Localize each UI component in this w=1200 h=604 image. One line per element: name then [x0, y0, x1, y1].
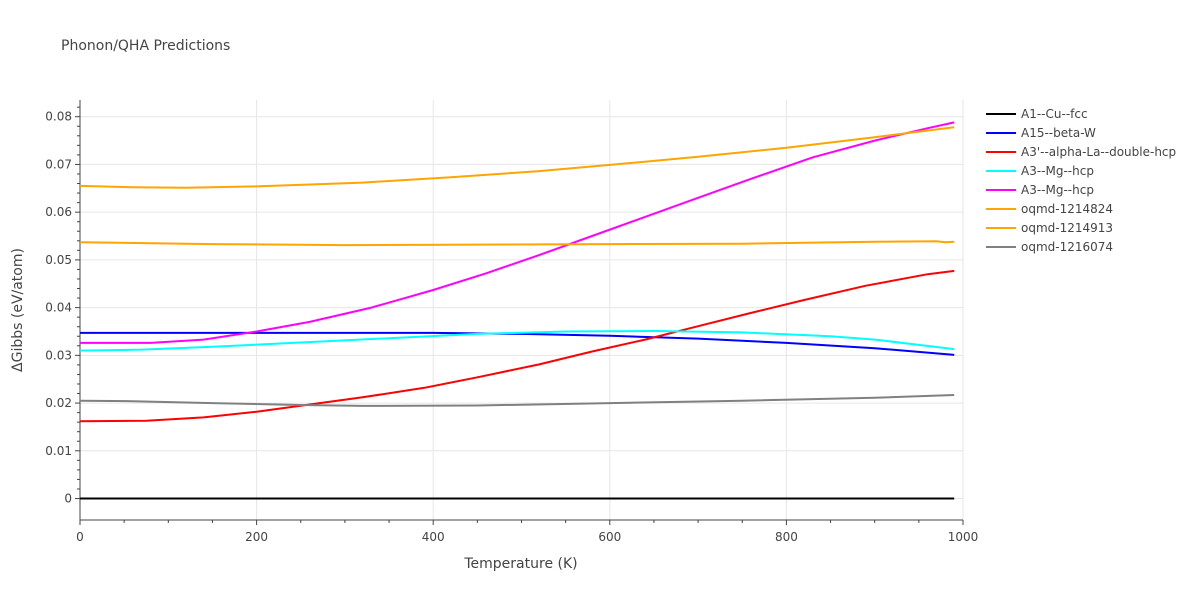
y-tick-label: 0.01	[45, 444, 72, 458]
axes: 0 200 400 600 800 1000 0 0.01 0.02 0.03 0.04 0.05 0.…	[45, 100, 978, 544]
legend-item[interactable]: A1--Cu--fcc	[986, 107, 1088, 121]
x-tick-label: 600	[598, 530, 621, 544]
series-line-3[interactable]	[79, 269, 955, 423]
legend-label: oqmd-1216074	[1021, 240, 1113, 254]
x-tick-label: 400	[422, 530, 445, 544]
series-line-5[interactable]	[80, 121, 955, 344]
legend-label: A15--beta-W	[1021, 126, 1096, 140]
x-tick-label: 1000	[948, 530, 979, 544]
legend-label: oqmd-1214824	[1021, 202, 1113, 216]
legend-label: A3'--alpha-La--double-hcp	[1021, 145, 1176, 159]
y-tick-label: 0.07	[45, 157, 72, 171]
y-tick-label: 0.02	[45, 396, 72, 410]
y-axis-title: ΔGibbs (eV/atom)	[10, 248, 26, 372]
series-line-6[interactable]	[79, 240, 955, 247]
series-line-2[interactable]	[80, 331, 955, 356]
legend-item[interactable]: oqmd-1214913	[986, 221, 1113, 235]
legend-item[interactable]: oqmd-1214824	[986, 202, 1113, 216]
legend-item[interactable]: A15--beta-W	[986, 126, 1096, 140]
x-tick-label: 0	[76, 530, 84, 544]
y-tick-label: 0.03	[45, 348, 72, 362]
y-tick-label: 0.04	[45, 301, 72, 315]
plot-area	[79, 121, 955, 500]
series-line-4[interactable]	[79, 330, 955, 352]
legend-label: A3--Mg--hcp	[1021, 183, 1094, 197]
legend-label: oqmd-1214913	[1021, 221, 1113, 235]
legend: A1--Cu--fcc A15--beta-W A3'--alpha-La--dou…	[986, 107, 1176, 254]
grid	[80, 100, 964, 520]
legend-label: A1--Cu--fcc	[1021, 107, 1088, 121]
legend-item[interactable]: oqmd-1216074	[986, 240, 1113, 254]
legend-item[interactable]: A3--Mg--hcp	[986, 164, 1094, 178]
x-axis-title: Temperature (K)	[463, 556, 577, 572]
series-line-8[interactable]	[79, 394, 955, 407]
x-tick-label: 800	[775, 530, 798, 544]
y-tick-label: 0.06	[45, 205, 72, 219]
legend-item[interactable]: A3--Mg--hcp	[986, 183, 1094, 197]
y-tick-label: 0	[64, 492, 72, 506]
chart-title: Phonon/QHA Predictions	[61, 38, 230, 54]
y-tick-label: 0.05	[45, 253, 72, 267]
legend-item[interactable]: A3'--alpha-La--double-hcp	[986, 145, 1176, 159]
x-tick-label: 200	[245, 530, 268, 544]
legend-label: A3--Mg--hcp	[1021, 164, 1094, 178]
series-line-7[interactable]	[79, 126, 955, 189]
y-tick-label: 0.08	[45, 110, 72, 124]
